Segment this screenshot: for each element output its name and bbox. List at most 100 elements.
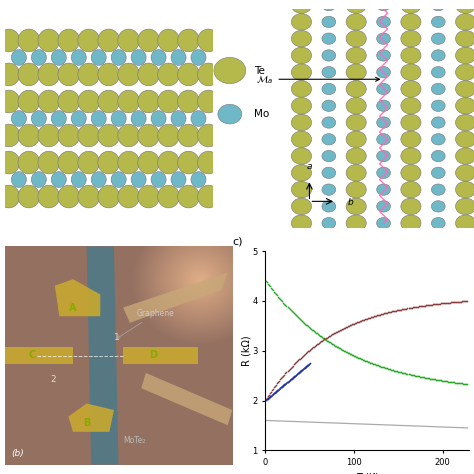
Point <box>307 345 314 353</box>
Point <box>369 313 377 320</box>
Point <box>403 305 410 312</box>
Point <box>332 342 340 350</box>
Circle shape <box>71 50 86 65</box>
Circle shape <box>377 117 391 128</box>
Circle shape <box>377 16 391 27</box>
Point <box>455 379 463 387</box>
Point <box>353 353 361 361</box>
Point <box>423 374 430 382</box>
Circle shape <box>138 185 159 208</box>
Point <box>356 355 364 362</box>
Circle shape <box>456 64 474 81</box>
Circle shape <box>0 151 20 174</box>
Point <box>403 370 410 377</box>
Point <box>383 309 391 317</box>
Point <box>407 371 414 378</box>
Circle shape <box>292 81 311 97</box>
Point <box>306 324 313 332</box>
Point <box>365 358 373 366</box>
Circle shape <box>111 172 126 187</box>
Point <box>398 306 405 313</box>
Text: $a$: $a$ <box>306 162 313 171</box>
Point <box>266 393 273 401</box>
Point <box>447 299 455 306</box>
Circle shape <box>292 198 311 215</box>
Polygon shape <box>123 273 228 323</box>
Point <box>400 369 407 377</box>
Circle shape <box>171 110 186 127</box>
Point <box>305 360 312 368</box>
Point <box>392 307 400 314</box>
Point <box>299 318 306 326</box>
Point <box>311 328 319 336</box>
Point <box>294 370 301 377</box>
Point <box>401 305 409 312</box>
Circle shape <box>58 151 80 174</box>
Point <box>391 367 398 374</box>
Point <box>404 370 411 378</box>
Circle shape <box>292 182 311 198</box>
Point <box>311 342 319 350</box>
Point <box>270 390 278 397</box>
Circle shape <box>58 63 80 86</box>
Circle shape <box>377 134 391 145</box>
Point <box>302 349 310 357</box>
Point <box>264 395 271 403</box>
Circle shape <box>431 50 445 61</box>
Point <box>325 332 333 340</box>
Point <box>331 329 339 337</box>
Point <box>283 379 291 386</box>
Point <box>367 359 375 367</box>
Point <box>306 359 313 367</box>
Point <box>390 308 397 315</box>
Circle shape <box>158 124 179 147</box>
Point <box>461 297 469 305</box>
Point <box>293 312 301 320</box>
Circle shape <box>431 167 445 179</box>
Polygon shape <box>5 347 73 364</box>
Circle shape <box>401 81 421 97</box>
Point <box>365 358 372 365</box>
Point <box>344 349 352 356</box>
Circle shape <box>456 14 474 30</box>
Point <box>285 366 292 374</box>
Circle shape <box>111 50 126 65</box>
Text: 1: 1 <box>114 333 120 342</box>
Point <box>304 322 311 330</box>
Point <box>310 343 318 350</box>
Point <box>265 394 273 401</box>
Circle shape <box>401 148 421 164</box>
Point <box>385 365 393 373</box>
Point <box>375 362 383 370</box>
Circle shape <box>218 104 242 124</box>
Point <box>352 353 360 360</box>
Point <box>280 299 287 306</box>
Polygon shape <box>87 246 118 465</box>
Circle shape <box>31 110 46 127</box>
Point <box>384 309 392 316</box>
Point <box>409 371 416 379</box>
Point <box>293 370 301 378</box>
Point <box>404 305 411 312</box>
Point <box>346 350 354 357</box>
Point <box>449 378 456 386</box>
Point <box>437 300 445 307</box>
Point <box>429 301 437 308</box>
Point <box>337 345 345 353</box>
Circle shape <box>38 29 60 52</box>
Circle shape <box>401 164 421 181</box>
Point <box>357 355 365 363</box>
Circle shape <box>322 184 336 195</box>
Point <box>445 378 453 385</box>
Point <box>359 316 367 324</box>
Point <box>288 308 295 315</box>
Circle shape <box>401 30 421 47</box>
Point <box>268 284 275 292</box>
Text: $\mathcal{M}_a$: $\mathcal{M}_a$ <box>256 73 380 86</box>
Point <box>408 371 415 379</box>
Point <box>343 323 351 330</box>
Point <box>397 368 404 376</box>
Point <box>410 372 417 379</box>
Circle shape <box>431 184 445 195</box>
Circle shape <box>98 151 119 174</box>
